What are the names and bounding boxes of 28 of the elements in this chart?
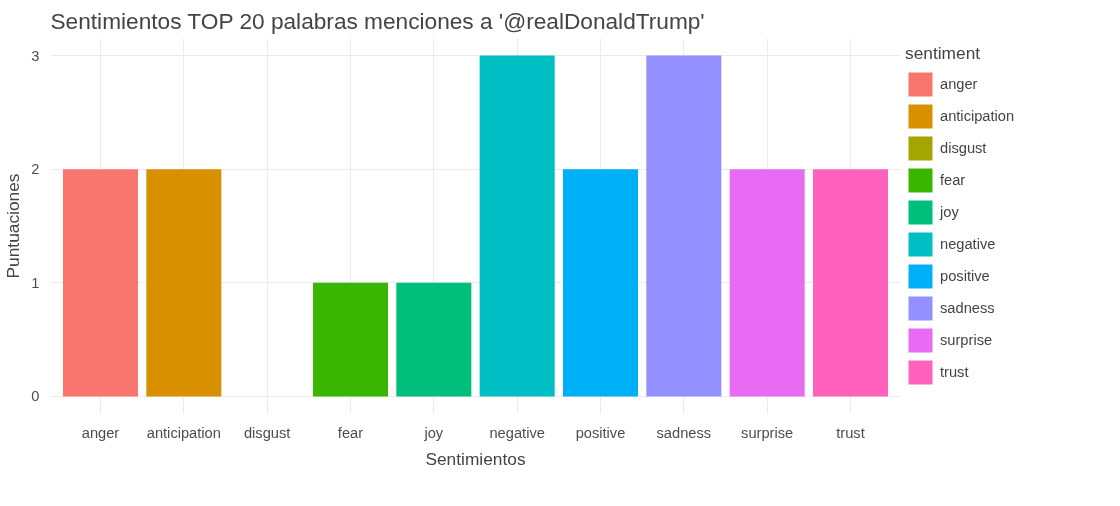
chart-title: Sentimientos TOP 20 palabras menciones a '@realDonaldTrump': [50, 7, 705, 34]
legend-label: anticipation: [940, 107, 1016, 126]
x-tick-label: anticipation: [146, 424, 221, 441]
legend-label: joy: [940, 203, 960, 222]
x-tick-label: trust: [836, 424, 865, 441]
x-tick-label: joy: [423, 424, 444, 441]
legend-title: sentiment: [905, 43, 982, 64]
x-tick-label: negative: [489, 424, 545, 441]
legend-label: surprise: [940, 331, 994, 350]
legend-label: sadness: [940, 299, 996, 318]
x-tick-label: surprise: [741, 424, 794, 441]
legend-label: fear: [940, 171, 967, 190]
legend-label: disgust: [940, 139, 988, 158]
y-tick-label: 3: [31, 47, 40, 64]
legend-label: negative: [940, 235, 997, 254]
x-tick-label: positive: [575, 424, 626, 441]
x-tick-label: fear: [337, 424, 364, 441]
y-tick-label: 2: [31, 161, 40, 178]
x-tick-label: disgust: [243, 424, 291, 441]
y-axis-title: Puntuaciones: [3, 173, 24, 279]
y-tick-label: 1: [31, 274, 40, 291]
legend-label: positive: [940, 267, 991, 286]
x-tick-label: sadness: [656, 424, 712, 441]
y-tick-label: 0: [31, 388, 40, 405]
legend-label: anger: [940, 75, 979, 94]
x-axis-title: Sentimientos: [425, 448, 526, 469]
x-tick-label: anger: [81, 424, 120, 441]
legend-label: trust: [940, 363, 970, 382]
